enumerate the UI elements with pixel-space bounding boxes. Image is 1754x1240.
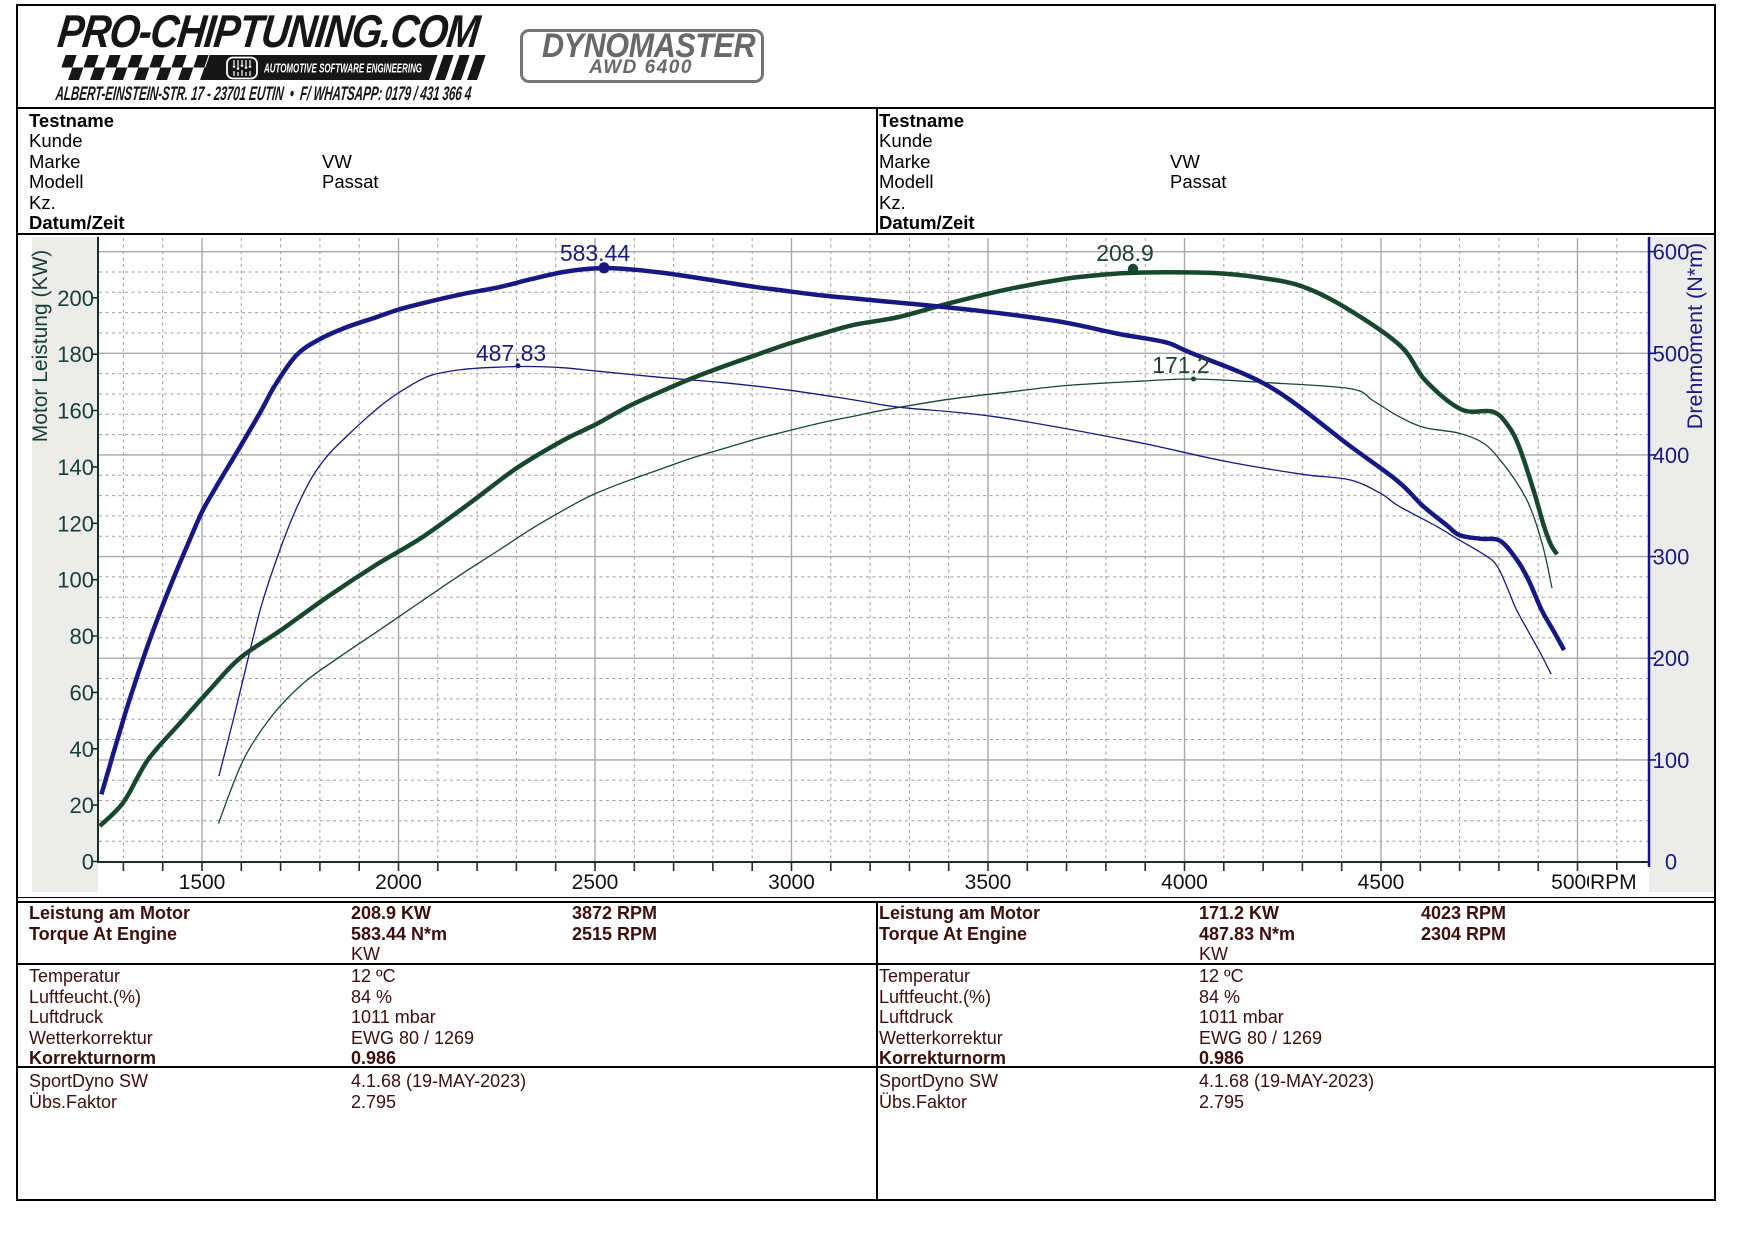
svg-text:200: 200 bbox=[1653, 646, 1690, 671]
svg-text:AUTOMOTIVE SOFTWARE ENGINEERIN: AUTOMOTIVE SOFTWARE ENGINEERING bbox=[263, 61, 422, 76]
svg-text:160: 160 bbox=[57, 399, 94, 424]
svg-text:200: 200 bbox=[57, 286, 94, 311]
svg-text:583.44: 583.44 bbox=[560, 240, 631, 266]
svg-text:4000: 4000 bbox=[1161, 871, 1208, 894]
svg-text:208.9: 208.9 bbox=[1096, 240, 1154, 266]
svg-text:Drehmoment (N*m): Drehmoment (N*m) bbox=[1683, 243, 1707, 429]
svg-text:300: 300 bbox=[1653, 545, 1690, 570]
svg-text:2000: 2000 bbox=[375, 871, 422, 894]
svg-text:120: 120 bbox=[57, 511, 94, 536]
svg-text:80: 80 bbox=[70, 624, 94, 649]
svg-text:40: 40 bbox=[70, 737, 94, 762]
svg-text:487.83: 487.83 bbox=[476, 340, 546, 366]
svg-text:100: 100 bbox=[1653, 748, 1690, 773]
svg-text:1500: 1500 bbox=[179, 871, 226, 894]
svg-text:0: 0 bbox=[82, 850, 94, 875]
svg-text:4500: 4500 bbox=[1358, 871, 1405, 894]
svg-text:180: 180 bbox=[57, 342, 94, 367]
svg-text:400: 400 bbox=[1653, 443, 1690, 468]
svg-text:Motor Leistung (KW): Motor Leistung (KW) bbox=[29, 250, 52, 443]
svg-text:5000: 5000 bbox=[1551, 871, 1598, 894]
svg-text:171.2: 171.2 bbox=[1152, 352, 1210, 378]
svg-text:500: 500 bbox=[1653, 341, 1690, 366]
svg-text:3000: 3000 bbox=[768, 871, 815, 894]
svg-text:60: 60 bbox=[70, 680, 94, 705]
svg-text:600: 600 bbox=[1653, 240, 1690, 265]
svg-text:RPM: RPM bbox=[1590, 871, 1637, 894]
svg-text:140: 140 bbox=[57, 455, 94, 480]
svg-text:3500: 3500 bbox=[965, 871, 1012, 894]
svg-text:2500: 2500 bbox=[572, 871, 619, 894]
svg-text:0: 0 bbox=[1665, 850, 1677, 875]
svg-text:100: 100 bbox=[57, 568, 94, 593]
svg-text:20: 20 bbox=[70, 793, 94, 818]
